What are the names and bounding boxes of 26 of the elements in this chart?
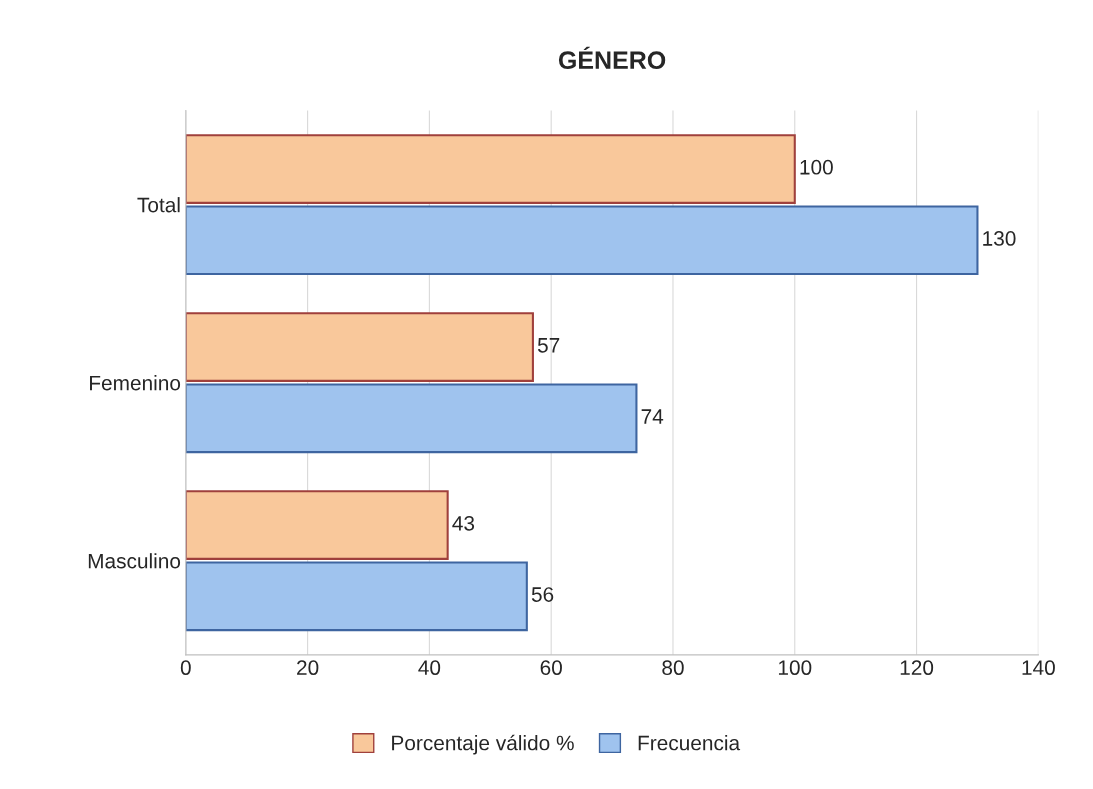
x-tick-label: 0 — [180, 660, 191, 676]
x-tick-label: 120 — [900, 660, 934, 676]
bar — [185, 312, 534, 382]
data-label: 100 — [800, 159, 833, 175]
bar — [185, 383, 638, 454]
x-tick-label: 140 — [1022, 660, 1055, 676]
y-tick-label: Femenino — [90, 375, 181, 391]
legend-label: Frecuencia — [638, 735, 741, 751]
x-tick-label: 40 — [418, 660, 441, 676]
bar — [185, 561, 528, 632]
y-tick-label: Masculino — [88, 553, 181, 569]
bar — [185, 490, 449, 560]
data-label: 130 — [983, 231, 1016, 246]
data-label: 74 — [641, 409, 664, 424]
data-label: 43 — [452, 515, 475, 531]
data-label: 56 — [531, 587, 554, 602]
x-tick-label: 100 — [778, 660, 812, 676]
bar — [185, 134, 796, 204]
x-tick-label: 20 — [297, 660, 319, 676]
data-label: 57 — [537, 338, 560, 353]
legend-label: Porcentaje válido % — [392, 734, 574, 755]
x-tick-label: 80 — [662, 660, 684, 676]
bar — [185, 205, 979, 276]
x-tick-label: 60 — [540, 660, 562, 676]
y-tick-label: Total — [137, 197, 180, 213]
chart-title: GÉNERO — [558, 46, 666, 70]
